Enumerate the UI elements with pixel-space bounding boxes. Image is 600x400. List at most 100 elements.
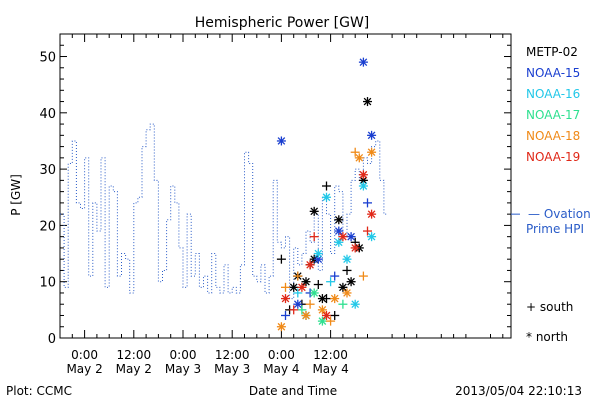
y-tick-label: 50 (39, 51, 56, 66)
south-point (363, 198, 372, 208)
y-axis-label: P [GW] (9, 174, 23, 216)
north-point (313, 249, 323, 259)
x-tick-label-time: 0:00 (170, 348, 197, 362)
north-point (358, 181, 368, 191)
plot-area (59, 33, 512, 339)
north-point (346, 277, 356, 287)
south-point (342, 265, 352, 275)
y-tick-label: 0 (48, 332, 56, 347)
north-point (281, 294, 290, 304)
ovation-legend: — Ovation Prime HPI (511, 207, 591, 236)
north-point (342, 254, 352, 264)
south-point (330, 310, 340, 320)
north-point (313, 254, 323, 264)
north-point (363, 97, 372, 107)
south-point (330, 271, 340, 281)
north-point (367, 209, 377, 219)
marker-legend-entry: + south (526, 300, 573, 314)
south-point (293, 271, 303, 281)
x-tick-label-time: 12:00 (117, 348, 152, 362)
north-point (342, 288, 352, 298)
y-tick-label: 10 (39, 276, 56, 291)
south-point (309, 232, 319, 242)
footer-right: 2013/05/04 22:10:13 (455, 384, 582, 398)
north-point (334, 215, 344, 225)
south-point (338, 299, 348, 309)
south-point (350, 147, 360, 157)
north-point (305, 260, 315, 270)
legend-entry: NOAA-17 (526, 108, 580, 122)
south-point (293, 288, 303, 298)
y-axis: 0 10 20 30 40 50 (39, 33, 511, 347)
y-tick-label: 30 (39, 163, 56, 178)
y-tick-label: 20 (39, 219, 56, 234)
north-point (350, 299, 360, 309)
north-point (358, 170, 368, 180)
x-tick-label-date: May 2 (66, 362, 102, 376)
north-point (367, 232, 377, 242)
north-point (338, 232, 348, 242)
ovation-legend-line1: — Ovation (528, 207, 591, 221)
south-point (326, 277, 336, 287)
north-point (301, 277, 311, 287)
chart-title: Hemispheric Power [GW] (195, 15, 370, 31)
legend-entry: NOAA-15 (526, 66, 580, 80)
satellite-points (276, 57, 377, 332)
north-point (350, 243, 360, 253)
north-point (276, 322, 286, 332)
north-point (334, 237, 344, 247)
south-point (322, 181, 331, 191)
legend-entry: METP-02 (526, 45, 578, 59)
x-tick-label-date: May 4 (263, 362, 299, 376)
south-point (289, 305, 299, 315)
north-point (330, 294, 340, 304)
north-point (354, 153, 364, 163)
x-tick-label-date: May 4 (312, 362, 348, 376)
x-tick-label-date: May 2 (116, 362, 152, 376)
y-tick-label: 40 (39, 107, 56, 122)
north-point (334, 226, 344, 236)
north-point (338, 282, 348, 292)
north-point (317, 316, 327, 326)
north-point (301, 310, 311, 320)
x-tick-label-time: 0:00 (268, 348, 295, 362)
south-point (305, 299, 315, 309)
ovation-legend-line2: Prime HPI (526, 222, 584, 236)
legend-entry: NOAA-19 (526, 150, 580, 164)
north-point (289, 282, 299, 292)
south-point (297, 305, 307, 315)
ovation-hpi-line (60, 123, 388, 300)
x-tick-label-time: 0:00 (71, 348, 98, 362)
south-point (358, 271, 368, 281)
plot-frame (59, 33, 512, 339)
x-axis-label: Date and Time (249, 384, 337, 398)
marker-legend-entry: * north (526, 330, 568, 344)
north-point (293, 299, 303, 309)
x-tick-label-time: 12:00 (313, 348, 348, 362)
north-point (346, 232, 356, 242)
south-point (313, 280, 323, 290)
south-point (322, 294, 331, 304)
satellite-legend: METP-02 NOAA-15 NOAA-16 NOAA-17 NOAA-18 NOAA-… (526, 45, 580, 164)
x-tick-label-date: May 3 (165, 362, 201, 376)
north-point (367, 130, 377, 140)
south-point (326, 316, 336, 326)
legend-entry: NOAA-18 (526, 129, 580, 143)
north-point (317, 305, 327, 315)
footer-left: Plot: CCMC (6, 384, 72, 398)
north-point (322, 310, 331, 320)
north-point (309, 288, 319, 298)
marker-legend: + south * north (526, 300, 573, 344)
north-point (367, 147, 377, 157)
north-point (297, 282, 307, 292)
north-point (309, 206, 319, 216)
south-point (276, 254, 286, 264)
north-point (358, 57, 368, 67)
north-point (322, 192, 331, 202)
south-point (363, 226, 372, 236)
x-tick-label-date: May 3 (214, 362, 250, 376)
legend-entry: NOAA-16 (526, 87, 580, 101)
south-point (281, 282, 290, 292)
